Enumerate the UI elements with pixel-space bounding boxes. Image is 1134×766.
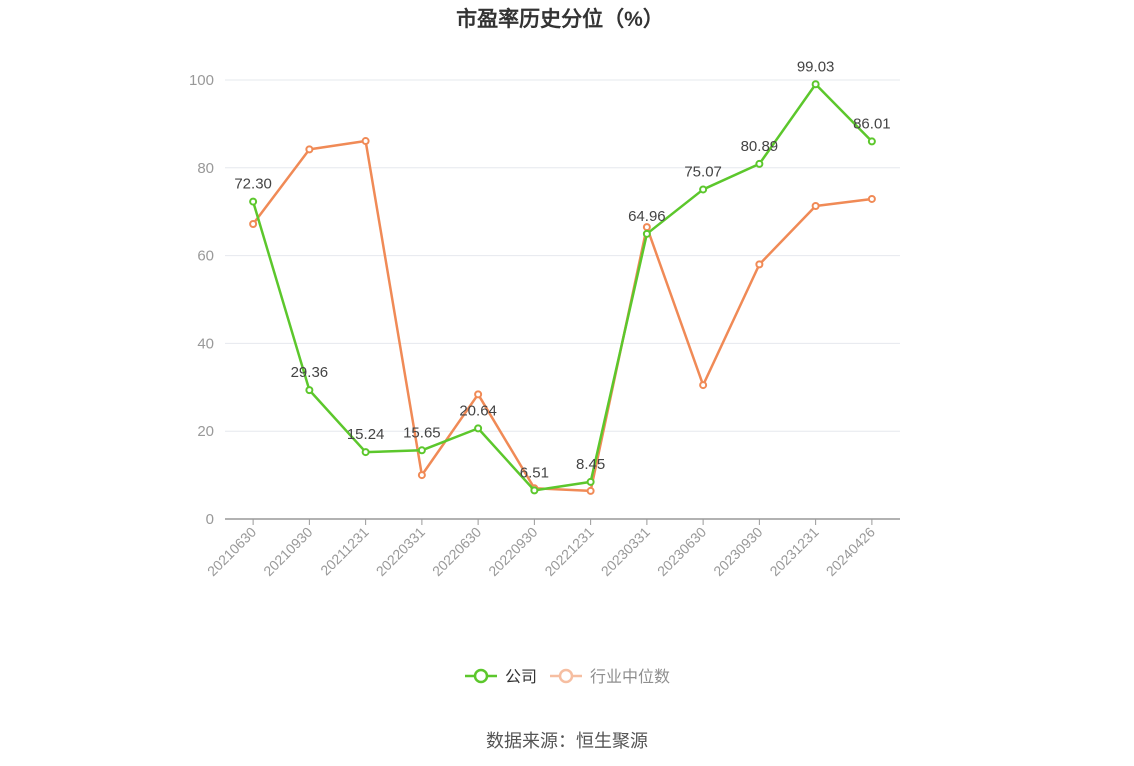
- x-tick-label: 20231231: [766, 524, 822, 580]
- point-series-1: [474, 390, 483, 399]
- point-series-0: [417, 446, 426, 455]
- data-label: 75.07: [684, 163, 722, 180]
- x-tick-label: 20240426: [823, 524, 879, 580]
- x-tick-label: 20230630: [654, 524, 710, 580]
- point-series-0: [305, 386, 314, 395]
- legend-item-1: 行业中位数: [550, 668, 670, 686]
- data-label: 72.30: [234, 176, 272, 193]
- x-axis: 20210630 20210930 20211231 20220331 20220630…: [204, 518, 900, 580]
- point-series-0: [530, 486, 539, 495]
- chart-title: 市盈率历史分位（%）: [456, 7, 664, 31]
- x-tick-label: 20220331: [373, 524, 429, 580]
- series-line-1: [252, 139, 873, 493]
- legend-label: 公司: [505, 669, 537, 686]
- point-series-0: [586, 477, 595, 486]
- gridlines: [225, 79, 900, 432]
- data-label: 29.36: [291, 364, 329, 381]
- x-tick-label: 20230331: [598, 524, 654, 580]
- legend: 公司 行业中位数: [465, 668, 670, 686]
- point-series-1: [755, 260, 764, 269]
- data-label: 6.51: [520, 464, 549, 481]
- data-label: 64.96: [628, 208, 666, 225]
- x-tick-label: 20210630: [204, 524, 260, 580]
- point-series-1: [699, 381, 708, 390]
- point-series-1: [811, 201, 820, 210]
- x-tick-label: 20221231: [541, 524, 597, 580]
- x-tick-label: 20211231: [317, 524, 372, 579]
- point-series-1: [867, 194, 876, 203]
- x-tick-label: 20220630: [429, 524, 485, 580]
- y-axis: 0 20 40 60 80 100: [189, 72, 214, 528]
- point-series-1: [417, 471, 426, 480]
- point-series-0: [811, 80, 820, 89]
- point-series-1: [249, 219, 258, 228]
- data-label: 99.03: [797, 58, 835, 75]
- data-label: 86.01: [853, 115, 891, 132]
- point-series-0: [474, 424, 483, 433]
- data-label: 20.64: [459, 402, 497, 419]
- series-layer: [249, 80, 876, 495]
- point-series-1: [305, 145, 314, 154]
- y-tick-label: 20: [197, 423, 214, 440]
- data-label: 15.24: [347, 426, 385, 443]
- series-line-0: [251, 83, 873, 492]
- data-label: 8.45: [576, 456, 605, 473]
- point-series-0: [249, 197, 258, 206]
- legend-swatch-marker: [558, 668, 574, 684]
- point-series-1: [361, 137, 370, 146]
- point-series-0: [699, 185, 708, 194]
- data-labels: 72.30 29.36 15.24 15.65 20.64 6.51 8.45 64.96 75…: [234, 58, 890, 481]
- data-label: 15.65: [403, 424, 441, 441]
- point-series-0: [642, 229, 651, 238]
- y-tick-label: 40: [197, 335, 214, 352]
- point-series-0: [867, 137, 876, 146]
- legend-swatch-marker: [473, 668, 489, 684]
- point-series-0: [361, 448, 370, 457]
- data-label: 80.89: [741, 138, 779, 155]
- x-tick-label: 20220930: [485, 524, 541, 580]
- legend-label: 行业中位数: [590, 668, 670, 686]
- point-series-0: [755, 159, 764, 168]
- y-tick-label: 100: [189, 72, 214, 89]
- y-tick-label: 60: [197, 248, 214, 265]
- x-tick-label: 20230930: [710, 524, 766, 580]
- y-tick-label: 80: [197, 160, 214, 177]
- x-tick-label: 20210930: [260, 524, 316, 580]
- point-series-1: [642, 223, 651, 232]
- y-tick-label: 0: [206, 511, 214, 528]
- point-series-1: [586, 486, 595, 495]
- source-note: 数据来源：恒生聚源: [486, 731, 648, 751]
- legend-item-0: 公司: [465, 668, 537, 686]
